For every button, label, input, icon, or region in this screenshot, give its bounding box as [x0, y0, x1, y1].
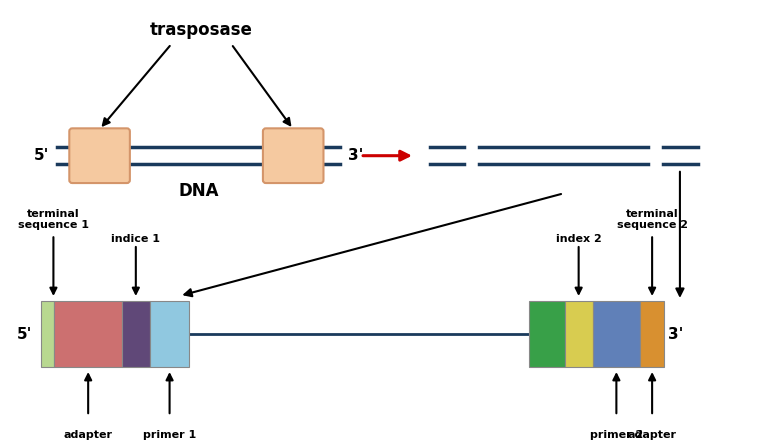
Text: adapter: adapter — [628, 430, 676, 440]
Bar — [640, 301, 664, 367]
Text: 3': 3' — [349, 148, 363, 163]
Text: 5': 5' — [34, 148, 49, 163]
Text: 5': 5' — [17, 326, 32, 341]
Text: trasposase: trasposase — [150, 21, 253, 39]
Text: terminal
sequence 2: terminal sequence 2 — [617, 209, 688, 230]
Text: terminal
sequence 1: terminal sequence 1 — [18, 209, 89, 230]
Bar — [41, 301, 55, 367]
Bar — [593, 301, 640, 367]
Text: adapter: adapter — [64, 430, 112, 440]
Bar — [565, 301, 593, 367]
Text: primer 1: primer 1 — [143, 430, 197, 440]
Text: indice 1: indice 1 — [112, 234, 161, 244]
Text: index 2: index 2 — [556, 234, 601, 244]
Bar — [122, 301, 150, 367]
FancyBboxPatch shape — [69, 128, 129, 183]
Bar — [55, 301, 122, 367]
FancyBboxPatch shape — [263, 128, 324, 183]
Text: DNA: DNA — [179, 182, 219, 200]
Text: 3': 3' — [668, 326, 683, 341]
Text: primer 2: primer 2 — [590, 430, 643, 440]
Bar — [529, 301, 565, 367]
Bar — [150, 301, 190, 367]
